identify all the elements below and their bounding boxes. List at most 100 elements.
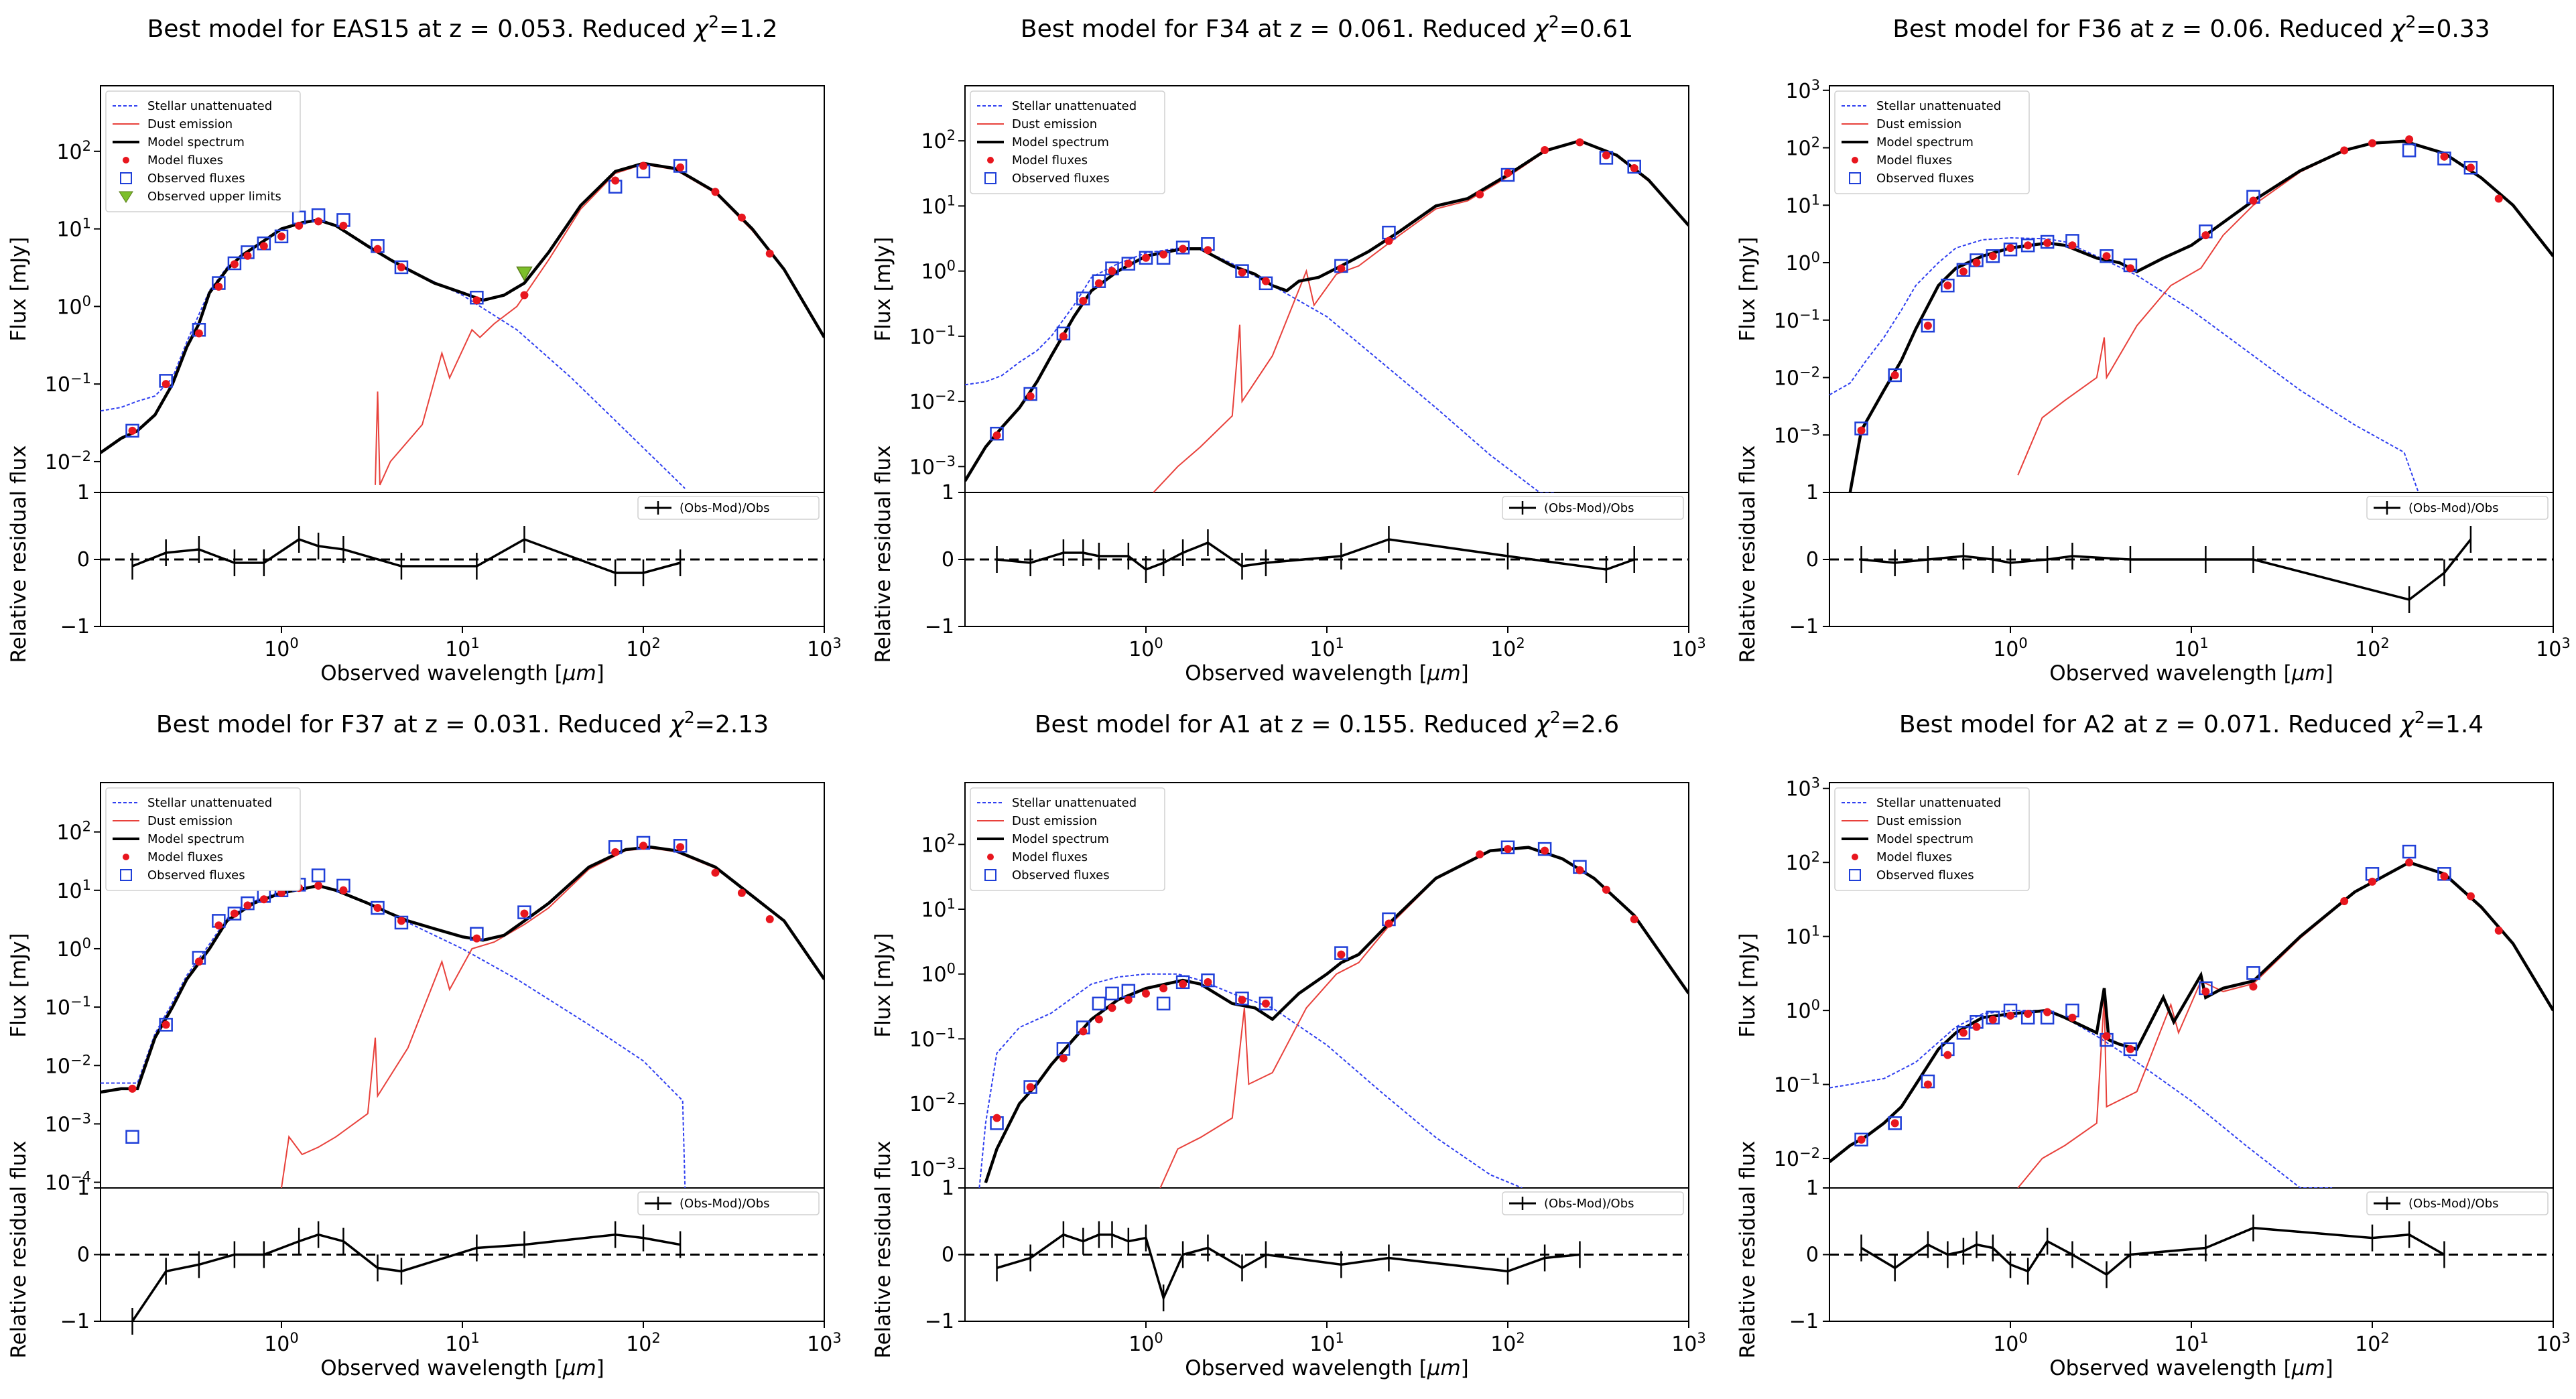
model-flux-point bbox=[1179, 980, 1187, 988]
model-flux-point bbox=[1261, 999, 1270, 1008]
flux-legend: Stellar unattenuated Dust emission Model s… bbox=[1834, 787, 2030, 891]
panel-title: Best model for A2 at z = 0.071. Reduced … bbox=[1899, 708, 2484, 739]
x-tick-label: 102 bbox=[1490, 635, 1525, 661]
residual-axis-label: Relative residual flux bbox=[1736, 1140, 1760, 1358]
stellar-unattenuated-line bbox=[101, 884, 686, 1188]
residual-legend-label: (Obs-Mod)/Obs bbox=[1544, 1197, 1634, 1211]
residual-legend-label: (Obs-Mod)/Obs bbox=[1544, 501, 1634, 515]
model-flux-point bbox=[214, 282, 223, 291]
residual-legend: (Obs-Mod)/Obs bbox=[1502, 496, 1684, 520]
dust-emission-line bbox=[1153, 140, 1689, 492]
stellar-unattenuated-line bbox=[1829, 237, 2419, 492]
legend-observed-swatch bbox=[120, 869, 132, 881]
panel-title: Best model for A1 at z = 0.155. Reduced … bbox=[1035, 708, 1619, 739]
x-tick-label: 103 bbox=[2536, 635, 2571, 661]
residual-tick-label: 1 bbox=[77, 481, 90, 505]
flux-tick-label: 102 bbox=[1785, 135, 1820, 161]
model-flux-point bbox=[1602, 151, 1610, 159]
flux-tick-label: 10−3 bbox=[909, 453, 956, 479]
model-flux-point bbox=[2068, 241, 2077, 250]
legend-observed-swatch bbox=[120, 172, 132, 184]
observed-flux-marker bbox=[2123, 1042, 2138, 1057]
flux-legend: Stellar unattenuated Dust emission Model s… bbox=[970, 90, 1165, 194]
x-tick-label: 103 bbox=[1671, 635, 1706, 661]
model-flux-point bbox=[1238, 996, 1246, 1004]
observed-flux-marker bbox=[1941, 278, 1955, 293]
legend-label: Model spectrum bbox=[147, 832, 245, 846]
residual-tick-label: 0 bbox=[77, 1244, 90, 1267]
flux-tick-label: 102 bbox=[921, 831, 956, 857]
model-flux-point bbox=[2043, 1008, 2052, 1016]
model-flux-point bbox=[1159, 984, 1168, 993]
observed-flux-marker bbox=[2100, 249, 2114, 263]
legend-label: Stellar unattenuated bbox=[1876, 796, 2001, 810]
x-axis-label: Observed wavelength [μm] bbox=[320, 1356, 604, 1380]
residual-legend-box bbox=[1502, 1191, 1684, 1215]
model-flux-point bbox=[1142, 989, 1150, 998]
flux-tick-label: 101 bbox=[921, 192, 956, 218]
residual-legend-label: (Obs-Mod)/Obs bbox=[2408, 501, 2499, 515]
model-flux-point bbox=[230, 909, 239, 918]
legend-box bbox=[105, 90, 301, 212]
legend-box bbox=[1834, 90, 2030, 194]
observed-flux-marker bbox=[227, 256, 242, 271]
model-flux-point bbox=[2126, 264, 2134, 273]
model-flux-point bbox=[1026, 392, 1035, 401]
residual-tick-label: 0 bbox=[1806, 548, 1819, 572]
observed-flux-marker bbox=[1986, 249, 2000, 263]
legend-label: Observed fluxes bbox=[1012, 868, 1110, 882]
curves-group bbox=[1829, 135, 2553, 492]
flux-tick-label: 101 bbox=[1785, 192, 1820, 218]
observed-flux-marker bbox=[2402, 143, 2417, 157]
model-flux-point bbox=[2068, 1013, 2077, 1022]
x-tick-label: 100 bbox=[1129, 635, 1163, 661]
flux-legend: Stellar unattenuated Dust emission Model s… bbox=[1834, 90, 2030, 194]
model-flux-point bbox=[1159, 250, 1168, 259]
x-axis-label: Observed wavelength [μm] bbox=[320, 661, 604, 685]
residual-tick-label: 1 bbox=[942, 481, 954, 505]
legend-model-flux-swatch bbox=[1852, 157, 1858, 163]
flux-legend: Stellar unattenuated Dust emission Model s… bbox=[105, 90, 301, 212]
legend-label: Model fluxes bbox=[147, 850, 223, 864]
model-flux-point bbox=[2440, 872, 2449, 880]
observed-flux-marker bbox=[1105, 986, 1119, 1001]
flux-tick-label: 100 bbox=[921, 961, 956, 987]
model-flux-point bbox=[397, 917, 405, 925]
model-flux-point bbox=[1384, 919, 1393, 928]
model-flux-point bbox=[162, 380, 170, 389]
model-flux-point bbox=[1079, 1027, 1088, 1036]
observed-flux-marker bbox=[371, 901, 385, 915]
model-flux-point bbox=[2340, 146, 2349, 155]
model-flux-point bbox=[314, 217, 323, 226]
model-flux-point bbox=[992, 1114, 1001, 1122]
flux-tick-label: 10−2 bbox=[909, 388, 956, 414]
model-flux-point bbox=[259, 895, 268, 904]
observed-flux-marker bbox=[2437, 151, 2451, 165]
model-flux-point bbox=[1988, 252, 1997, 261]
model-flux-point bbox=[1857, 1135, 1866, 1144]
observed-flux-marker bbox=[1235, 991, 1249, 1006]
observed-flux-marker bbox=[1854, 1132, 1868, 1147]
residual-line bbox=[1860, 1226, 2445, 1276]
flux-tick-label: 101 bbox=[1785, 923, 1820, 949]
observed-flux-marker bbox=[1259, 996, 1273, 1011]
model-flux-point bbox=[1059, 332, 1068, 340]
legend-label: Stellar unattenuated bbox=[1876, 99, 2001, 113]
sed-panel: Best model for EAS15 at z = 0.053. Reduc… bbox=[7, 12, 842, 686]
legend-label: Stellar unattenuated bbox=[1012, 99, 1137, 113]
model-flux-point bbox=[737, 888, 746, 897]
flux-tick-label: 10−3 bbox=[45, 1110, 91, 1136]
model-flux-point bbox=[128, 426, 137, 435]
legend-observed-swatch bbox=[984, 172, 996, 184]
model-flux-point bbox=[1108, 267, 1116, 275]
x-tick-label: 101 bbox=[445, 635, 480, 661]
residual-tick-label: 0 bbox=[942, 548, 954, 572]
legend-label: Stellar unattenuated bbox=[147, 796, 272, 810]
flux-tick-label: 10−2 bbox=[45, 448, 91, 474]
flux-tick-label: 10−1 bbox=[1774, 307, 1820, 333]
residual-tick-label: 1 bbox=[1806, 481, 1819, 505]
observed-flux-marker bbox=[1023, 1080, 1037, 1094]
model-flux-point bbox=[1079, 296, 1088, 305]
model-flux-point bbox=[711, 188, 720, 196]
model-flux-point bbox=[2249, 982, 2258, 991]
